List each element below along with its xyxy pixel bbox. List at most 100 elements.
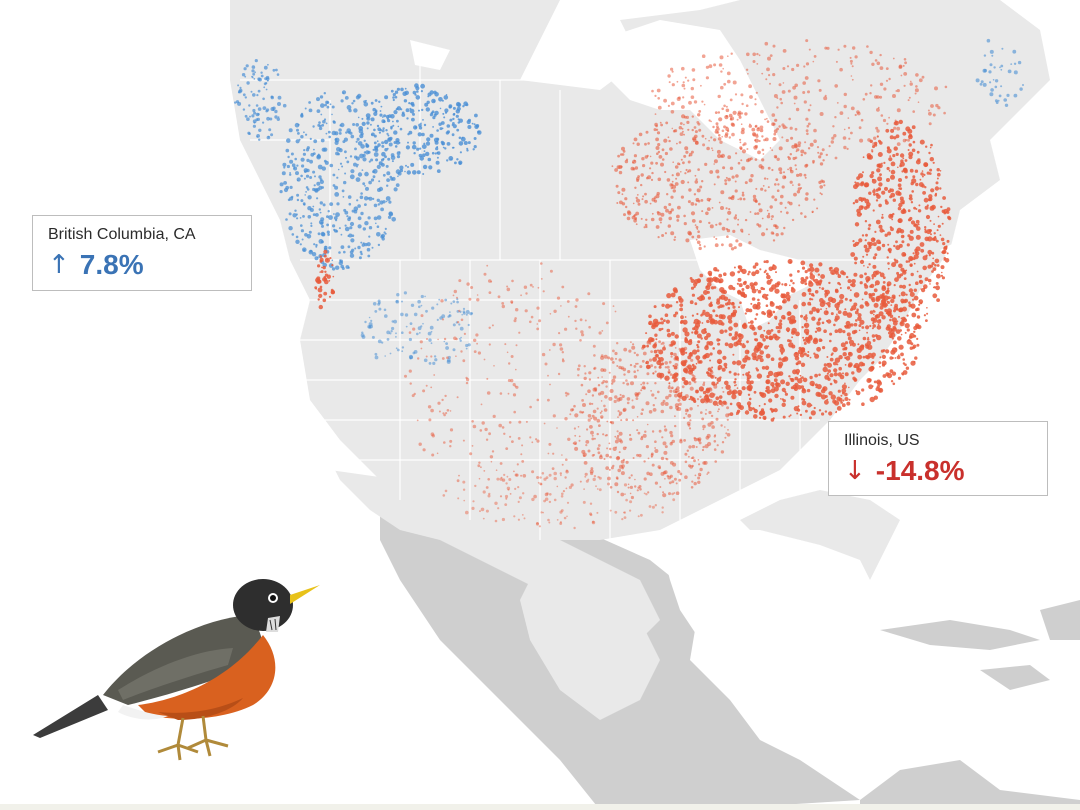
abundance-dot: [684, 172, 687, 175]
abundance-dot: [603, 404, 606, 408]
abundance-dot: [1022, 84, 1024, 86]
abundance-dot: [277, 102, 281, 106]
abundance-dot: [336, 147, 341, 152]
abundance-dot: [296, 177, 301, 182]
abundance-dot: [804, 176, 807, 179]
abundance-dot: [913, 224, 916, 227]
abundance-dot: [651, 463, 655, 467]
abundance-dot: [442, 494, 446, 497]
abundance-dot: [921, 170, 924, 172]
abundance-dot: [319, 271, 322, 273]
abundance-dot: [347, 195, 352, 199]
abundance-dot: [942, 242, 946, 246]
abundance-dot: [857, 354, 863, 360]
abundance-dot: [818, 88, 822, 92]
abundance-dot: [322, 119, 326, 124]
abundance-dot: [918, 299, 924, 304]
abundance-dot: [611, 165, 614, 168]
abundance-dot: [570, 483, 574, 487]
abundance-dot: [618, 170, 623, 175]
abundance-dot: [634, 478, 636, 481]
abundance-dot: [430, 355, 433, 358]
abundance-dot: [871, 178, 874, 181]
abundance-dot: [403, 291, 407, 295]
abundance-dot: [769, 205, 773, 209]
abundance-dot: [326, 105, 330, 109]
abundance-dot: [903, 253, 907, 257]
abundance-dot: [392, 120, 394, 123]
abundance-dot: [924, 205, 929, 210]
abundance-dot: [488, 432, 491, 436]
abundance-dot: [701, 328, 707, 335]
abundance-dot: [622, 408, 626, 412]
abundance-dot: [359, 153, 364, 159]
abundance-dot: [883, 161, 886, 164]
abundance-dot: [661, 506, 664, 509]
abundance-dot: [435, 160, 440, 165]
abundance-dot: [591, 394, 595, 397]
abundance-dot: [422, 164, 428, 170]
abundance-dot: [533, 494, 537, 499]
abundance-dot: [611, 378, 616, 383]
abundance-dot: [390, 330, 393, 333]
abundance-dot: [575, 327, 578, 330]
abundance-dot: [462, 480, 466, 484]
abundance-dot: [591, 520, 596, 525]
abundance-dot: [702, 445, 705, 449]
abundance-dot: [856, 176, 860, 181]
abundance-dot: [453, 336, 457, 341]
abundance-dot: [514, 317, 517, 320]
abundance-dot: [535, 438, 538, 441]
abundance-dot: [327, 130, 331, 134]
abundance-dot: [694, 134, 698, 139]
abundance-dot: [303, 149, 306, 152]
abundance-dot: [796, 173, 800, 177]
abundance-dot: [787, 259, 793, 264]
abundance-dot: [844, 356, 847, 360]
abundance-dot: [698, 220, 702, 224]
abundance-dot: [574, 319, 577, 323]
abundance-dot: [456, 300, 459, 304]
abundance-dot: [263, 86, 266, 89]
abundance-dot: [304, 194, 307, 196]
abundance-dot: [654, 333, 658, 337]
abundance-dot: [710, 120, 712, 123]
abundance-dot: [718, 63, 723, 67]
abundance-dot: [456, 158, 459, 161]
abundance-dot: [763, 312, 766, 316]
abundance-dot: [709, 198, 712, 201]
abundance-dot: [668, 492, 671, 496]
abundance-dot: [895, 120, 898, 124]
abundance-dot: [634, 392, 639, 396]
abundance-dot: [871, 334, 876, 338]
abundance-dot: [919, 139, 925, 145]
abundance-dot: [672, 161, 674, 163]
abundance-dot: [940, 237, 945, 242]
abundance-dot: [655, 128, 659, 131]
abundance-dot: [632, 159, 637, 164]
abundance-dot: [522, 474, 527, 478]
abundance-dot: [909, 263, 913, 267]
abundance-dot: [579, 410, 582, 414]
abundance-dot: [929, 172, 932, 175]
abundance-dot: [349, 174, 355, 180]
abundance-dot: [629, 437, 633, 441]
abundance-dot: [876, 129, 880, 133]
abundance-dot: [868, 384, 873, 390]
abundance-dot: [665, 121, 669, 125]
abundance-dot: [889, 195, 893, 199]
abundance-dot: [637, 175, 640, 178]
abundance-dot: [771, 410, 774, 413]
abundance-dot: [725, 126, 728, 129]
abundance-dot: [771, 195, 775, 199]
abundance-dot: [449, 445, 452, 448]
abundance-dot: [452, 146, 455, 149]
abundance-dot: [989, 92, 994, 97]
abundance-dot: [918, 274, 922, 279]
abundance-dot: [910, 201, 914, 204]
abundance-dot: [627, 370, 631, 374]
abundance-dot: [641, 408, 644, 412]
abundance-dot: [388, 142, 393, 147]
abundance-dot: [421, 108, 424, 112]
abundance-dot: [300, 114, 304, 118]
